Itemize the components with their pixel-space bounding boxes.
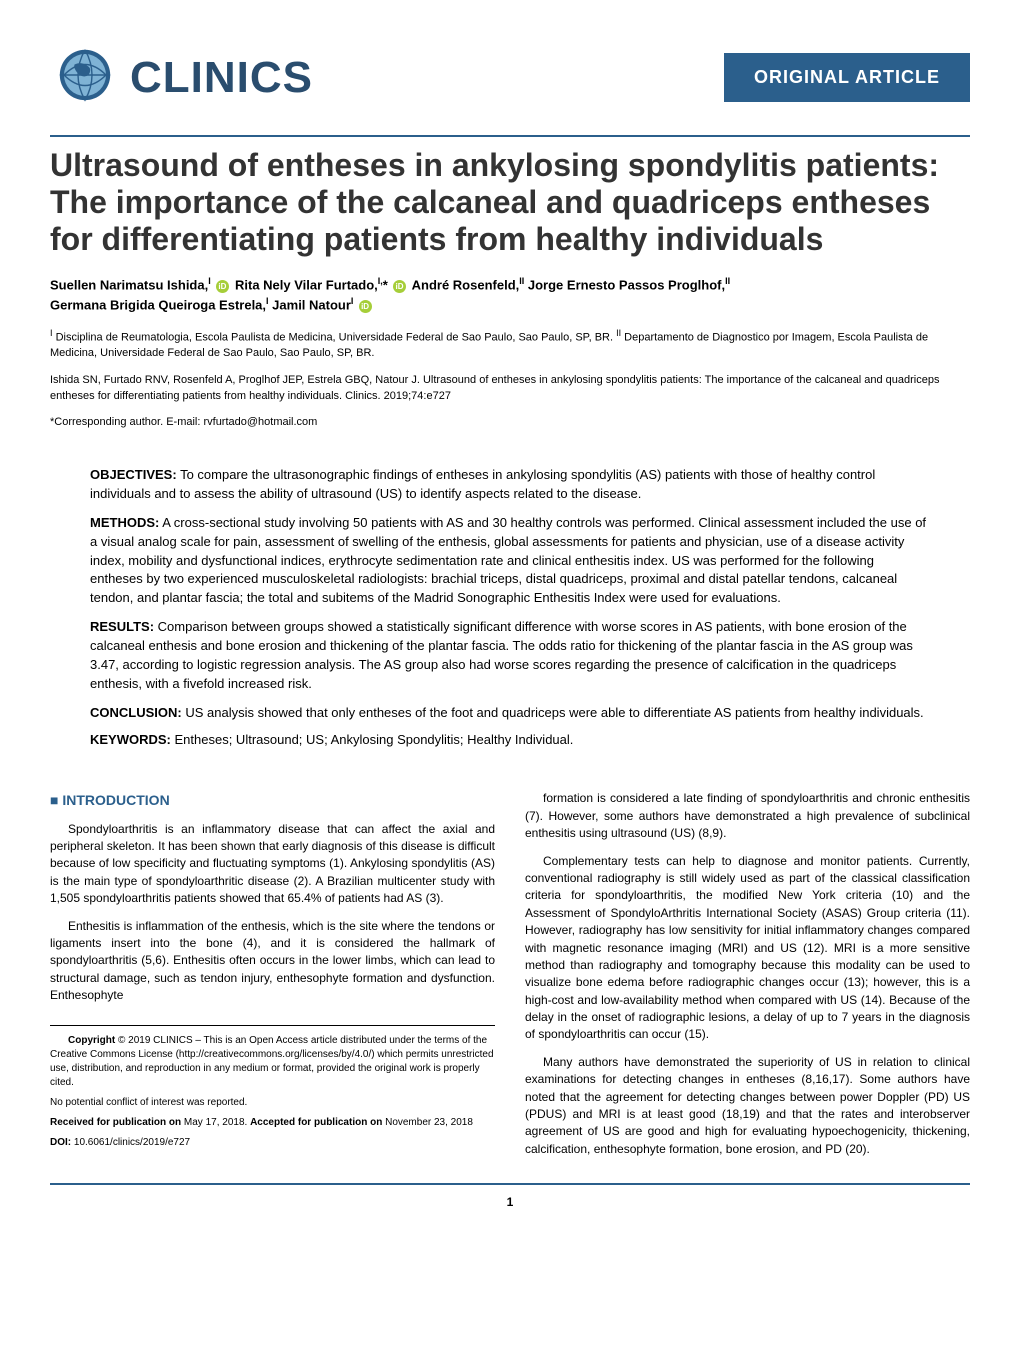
author-4-affil: II [725, 276, 730, 286]
author-5-affil: I [266, 296, 269, 306]
author-3: André Rosenfeld, [412, 278, 520, 293]
doi: DOI: 10.6061/clinics/2019/e727 [50, 1136, 495, 1150]
objectives-text: To compare the ultrasonographic findings… [90, 467, 875, 501]
abstract-results: RESULTS: Comparison between groups showe… [90, 618, 930, 693]
left-column: INTRODUCTION Spondyloarthritis is an inf… [50, 790, 495, 1168]
author-1-affil: I [208, 276, 211, 286]
accepted-label: Accepted for publication on [250, 1117, 382, 1128]
header-row: CLINICS ORIGINAL ARTICLE [50, 40, 970, 115]
conflict-text: No potential conflict of interest was re… [50, 1096, 495, 1110]
article-type-badge: ORIGINAL ARTICLE [724, 53, 970, 102]
corresponding-star: * [383, 278, 388, 293]
copyright-text: © 2019 CLINICS – This is an Open Access … [50, 1035, 494, 1088]
logo-container: CLINICS [50, 40, 313, 115]
right-column: formation is considered a late finding o… [525, 790, 970, 1168]
globe-icon [50, 40, 120, 115]
intro-p4: Complementary tests can help to diagnose… [525, 853, 970, 1044]
author-1: Suellen Narimatsu Ishida, [50, 278, 208, 293]
results-text: Comparison between groups showed a stati… [90, 619, 913, 691]
authors-line: Suellen Narimatsu Ishida,I Rita Nely Vil… [50, 275, 970, 315]
copyright-label: Copyright [68, 1035, 115, 1046]
doi-text: 10.6061/clinics/2019/e727 [71, 1137, 190, 1148]
body-two-column: INTRODUCTION Spondyloarthritis is an inf… [50, 790, 970, 1168]
page-divider: 1 [50, 1183, 970, 1211]
author-6: Jamil Natour [272, 298, 351, 313]
methods-label: METHODS: [90, 515, 159, 530]
keywords: KEYWORDS: Entheses; Ultrasound; US; Anky… [90, 732, 930, 747]
footer-block: Copyright © 2019 CLINICS – This is an Op… [50, 1025, 495, 1150]
doi-label: DOI: [50, 1137, 71, 1148]
author-3-affil: II [519, 276, 524, 286]
accepted-date: November 23, 2018 [382, 1117, 473, 1128]
objectives-label: OBJECTIVES: [90, 467, 177, 482]
orcid-icon[interactable] [393, 280, 406, 293]
copyright-notice: Copyright © 2019 CLINICS – This is an Op… [50, 1034, 495, 1090]
author-2: Rita Nely Vilar Furtado, [235, 278, 378, 293]
abstract-conclusion: CONCLUSION: US analysis showed that only… [90, 704, 930, 723]
introduction-heading: INTRODUCTION [50, 790, 495, 810]
received-label: Received for publication on [50, 1117, 181, 1128]
abstract-objectives: OBJECTIVES: To compare the ultrasonograp… [90, 466, 930, 504]
intro-p1: Spondyloarthritis is an inflammatory dis… [50, 821, 495, 908]
article-title: Ultrasound of entheses in ankylosing spo… [50, 147, 970, 257]
author-5: Germana Brigida Queiroga Estrela, [50, 298, 266, 313]
orcid-icon[interactable] [216, 280, 229, 293]
keywords-text: Entheses; Ultrasound; US; Ankylosing Spo… [171, 732, 574, 747]
author-4: Jorge Ernesto Passos Proglhof, [528, 278, 725, 293]
intro-p3: formation is considered a late finding o… [525, 790, 970, 842]
dates: Received for publication on May 17, 2018… [50, 1116, 495, 1130]
conclusion-text: US analysis showed that only entheses of… [182, 705, 924, 720]
author-6-affil: I [351, 296, 354, 306]
page-number: 1 [507, 1195, 514, 1209]
results-label: RESULTS: [90, 619, 154, 634]
affiliation-1: Disciplina de Reumatologia, Escola Pauli… [56, 332, 613, 344]
intro-p2: Enthesitis is inflammation of the enthes… [50, 918, 495, 1005]
abstract-box: OBJECTIVES: To compare the ultrasonograp… [50, 448, 970, 765]
received-date: May 17, 2018. [181, 1117, 250, 1128]
citation-text: Ishida SN, Furtado RNV, Rosenfeld A, Pro… [50, 373, 970, 404]
title-section: Ultrasound of entheses in ankylosing spo… [50, 135, 970, 428]
methods-text: A cross-sectional study involving 50 pat… [90, 515, 926, 605]
journal-name: CLINICS [130, 53, 313, 103]
abstract-methods: METHODS: A cross-sectional study involvi… [90, 514, 930, 608]
conclusion-label: CONCLUSION: [90, 705, 182, 720]
intro-p5: Many authors have demonstrated the super… [525, 1054, 970, 1158]
orcid-icon[interactable] [359, 300, 372, 313]
affiliations: I Disciplina de Reumatologia, Escola Pau… [50, 327, 970, 361]
keywords-label: KEYWORDS: [90, 732, 171, 747]
corresponding-author: *Corresponding author. E-mail: rvfurtado… [50, 416, 970, 428]
